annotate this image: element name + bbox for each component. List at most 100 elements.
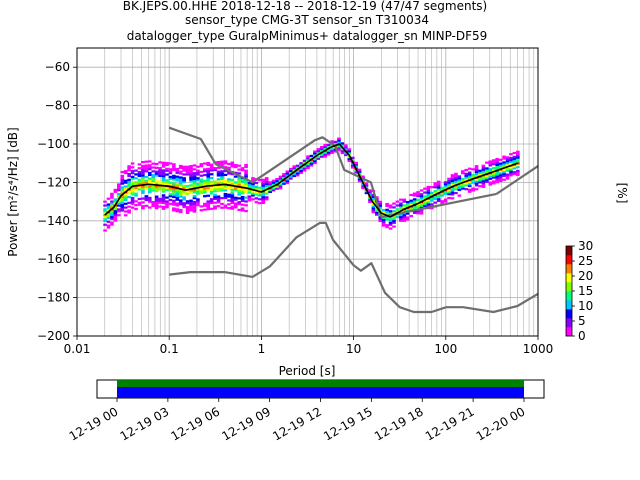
heatmap-cell	[216, 199, 221, 202]
heatmap-cell	[419, 193, 424, 196]
heatmap-cell	[203, 191, 207, 194]
heatmap-cell	[123, 202, 128, 205]
heatmap-cell	[154, 187, 159, 191]
heatmap-cell	[457, 179, 462, 182]
heatmap-cell	[158, 197, 162, 200]
x-tick-label: 0.01	[64, 342, 91, 356]
heatmap-cell	[258, 178, 262, 182]
heatmap-cell	[344, 144, 348, 147]
heatmap-cell	[271, 183, 276, 186]
heatmap-cell	[203, 208, 207, 211]
heatmap-cell	[357, 170, 362, 173]
heatmap-cell	[240, 188, 245, 191]
heatmap-cell	[344, 152, 348, 155]
heatmap-cell	[240, 182, 245, 185]
heatmap-cell	[454, 178, 458, 181]
heatmap-cell	[392, 219, 396, 222]
heatmap-cell	[423, 201, 427, 204]
heatmap-cell	[323, 155, 328, 158]
heatmap-cell	[113, 188, 118, 192]
heatmap-cell	[168, 162, 173, 165]
heatmap-cell	[216, 162, 221, 166]
heatmap-cell	[240, 197, 245, 201]
heatmap-cell	[502, 178, 506, 181]
heatmap-cell	[354, 161, 358, 164]
heatmap-cell	[206, 163, 211, 167]
heatmap-cell	[182, 202, 186, 205]
heatmap-cell	[440, 194, 444, 197]
heatmap-cell	[103, 210, 107, 213]
heatmap-cell	[113, 219, 118, 222]
heatmap-cell	[220, 181, 224, 184]
heatmap-cell	[261, 184, 266, 187]
heatmap-cell	[227, 178, 231, 181]
heatmap-cell	[113, 206, 118, 209]
heatmap-cell	[161, 188, 166, 191]
heatmap-cell	[151, 187, 156, 190]
heatmap-cell	[130, 193, 135, 196]
heatmap-cell	[130, 200, 135, 203]
heatmap-cell	[230, 165, 235, 168]
heatmap-cell	[141, 185, 145, 189]
heatmap-cell	[405, 202, 410, 206]
heatmap-cell	[117, 200, 121, 203]
heatmap-cell	[147, 196, 152, 200]
heatmap-cell	[395, 208, 400, 211]
heatmap-cell	[285, 172, 290, 175]
heatmap-cell	[258, 198, 262, 201]
colorbar-tick-label: 25	[578, 254, 593, 268]
heatmap-cell	[361, 179, 365, 182]
heatmap-cell	[502, 163, 506, 166]
heatmap-cell	[313, 152, 317, 155]
heatmap-cell	[220, 170, 224, 173]
heatmap-cell	[440, 186, 444, 189]
heatmap-cell	[364, 182, 369, 185]
heatmap-cell	[512, 159, 517, 162]
heatmap-cell	[478, 177, 482, 180]
heatmap-cell	[254, 193, 259, 196]
heatmap-cell	[516, 162, 520, 165]
heatmap-cell	[230, 199, 235, 203]
heatmap-cell	[502, 157, 506, 160]
heatmap-cell	[306, 166, 310, 170]
heatmap-cell	[399, 206, 403, 209]
heatmap-cell	[178, 210, 183, 214]
heatmap-cell	[220, 172, 224, 175]
heatmap-cell	[182, 196, 186, 199]
heatmap-cell	[285, 174, 290, 177]
heatmap-cell	[175, 179, 180, 182]
heatmap-cell	[213, 201, 217, 204]
heatmap-cell	[350, 156, 355, 159]
heatmap-cell	[285, 178, 290, 181]
heatmap-cell	[419, 206, 424, 209]
heatmap-cell	[175, 169, 180, 173]
heatmap-cell	[326, 149, 331, 152]
heatmap-cell	[264, 186, 269, 189]
heatmap-cell	[285, 170, 290, 173]
heatmap-cell	[244, 181, 248, 184]
heatmap-cell	[141, 191, 145, 194]
heatmap-cell	[240, 203, 245, 206]
heatmap-cell	[491, 176, 496, 179]
heatmap-cell	[127, 201, 131, 204]
heatmap-cell	[127, 167, 131, 170]
heatmap-cell	[185, 206, 190, 209]
heatmap-cell	[106, 213, 111, 216]
heatmap-cell	[347, 155, 352, 159]
heatmap-cell	[244, 173, 248, 176]
heatmap-cell	[464, 182, 469, 185]
heatmap-cell	[292, 165, 297, 168]
heatmap-cell	[251, 192, 255, 195]
heatmap-cell	[423, 191, 427, 194]
heatmap-cell	[261, 186, 266, 189]
heatmap-cell	[251, 182, 255, 186]
heatmap-cell	[295, 164, 300, 167]
heatmap-cell	[230, 161, 235, 164]
heatmap-cell	[516, 166, 520, 169]
heatmap-cell	[306, 155, 310, 158]
heatmap-cell	[172, 163, 176, 166]
heatmap-cell	[240, 190, 245, 193]
heatmap-cell	[237, 178, 242, 181]
heatmap-cell	[326, 151, 331, 154]
heatmap-cell	[447, 185, 451, 188]
